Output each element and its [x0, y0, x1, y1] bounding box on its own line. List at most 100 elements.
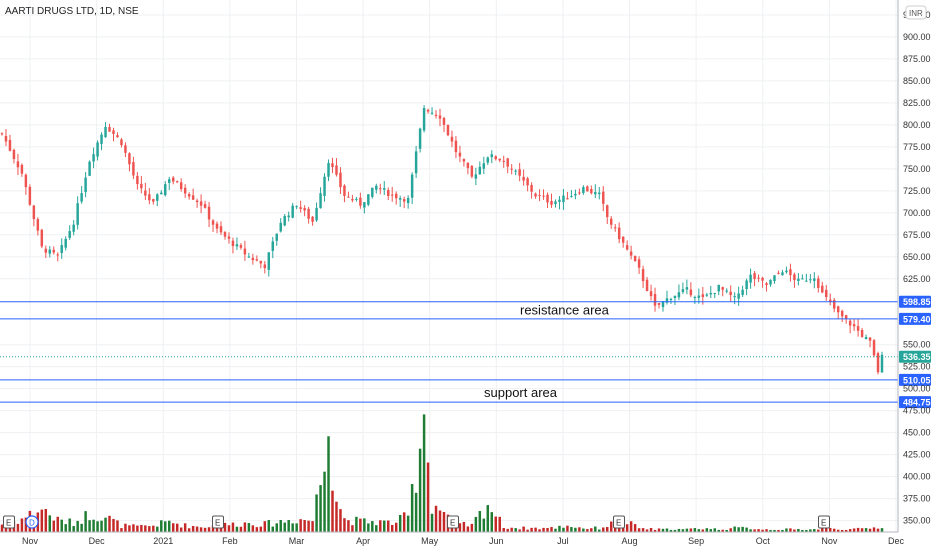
candle-body [24, 174, 28, 188]
candle-body [175, 181, 179, 183]
volume-bar [124, 523, 127, 532]
candle-body [637, 259, 641, 268]
candle-body [311, 216, 314, 222]
candle-body [518, 169, 521, 176]
volume-bar [836, 529, 840, 532]
candle-body [542, 195, 545, 197]
volume-bars [0, 414, 884, 532]
volume-bar [832, 528, 836, 532]
price-tick-label: 375.00 [903, 494, 931, 504]
candle-body [741, 289, 744, 295]
level-lines: 598.85 579.40 510.05 484.75 536.35 [0, 295, 931, 409]
candle-body [363, 202, 366, 208]
volume-bar [554, 528, 557, 532]
volume-bar [207, 527, 211, 532]
volume-bar [721, 529, 724, 532]
candle-body [661, 301, 665, 308]
candle-body [339, 172, 342, 188]
candle-body [805, 280, 808, 282]
candle-body [331, 163, 334, 168]
candle-body [12, 149, 16, 160]
volume-bar [223, 522, 227, 532]
volume-bar [665, 528, 669, 532]
level-label-text: 598.85 [903, 297, 931, 307]
candle-body [848, 320, 852, 326]
volume-bar [761, 529, 764, 532]
volume-bar [379, 520, 382, 532]
candle-body [709, 293, 713, 295]
volume-bar [160, 520, 163, 532]
candle-body [657, 303, 661, 305]
volume-bar [171, 523, 175, 532]
candle-body [28, 186, 32, 205]
volume-bar [307, 520, 310, 532]
volume-bar [681, 529, 685, 532]
volume-bar [231, 522, 235, 532]
candle-body [653, 294, 657, 306]
candle-body [64, 238, 67, 248]
candle-body [606, 205, 609, 218]
time-tick-label: Nov [22, 536, 39, 546]
time-tick-label: Mar [289, 536, 305, 546]
candle-body [446, 124, 450, 136]
earnings-icon-text: E [821, 519, 826, 528]
candle-body [789, 269, 792, 276]
candle-body [140, 183, 143, 189]
time-tick-label: Dec [888, 536, 905, 546]
volume-bar [789, 528, 792, 532]
candle-body [876, 353, 880, 373]
price-tick-label: 800.00 [903, 120, 931, 130]
volume-bar [383, 520, 386, 532]
candle-body [148, 194, 151, 201]
candle-body [546, 194, 549, 203]
earnings-icon [818, 515, 830, 529]
volume-bar [793, 529, 796, 532]
volume-bar [502, 528, 505, 532]
candle-body [394, 193, 398, 199]
volume-bar [458, 523, 462, 532]
volume-bar [880, 528, 884, 532]
price-tick-label: 850.00 [903, 76, 931, 86]
candle-body [494, 156, 497, 160]
candle-body [303, 208, 306, 211]
level-label-text: 579.40 [903, 314, 931, 324]
volume-bar [864, 528, 868, 532]
candle-body [32, 205, 36, 219]
candle-body [291, 205, 294, 218]
volume-bar [295, 523, 298, 532]
volume-bar [343, 518, 346, 532]
volume-bar [526, 529, 529, 532]
candle-body [844, 315, 848, 319]
candle-body [673, 295, 677, 298]
price-tick-label: 475.00 [903, 406, 931, 416]
volume-bar [203, 527, 207, 532]
candle-body [641, 269, 645, 282]
candle-body [327, 162, 330, 177]
candle-body [582, 187, 585, 193]
candle-body [737, 293, 740, 299]
price-tick-label: 750.00 [903, 164, 931, 174]
candle-body [207, 206, 211, 220]
volume-bar [227, 525, 231, 532]
candle-body [203, 204, 207, 208]
candle-body [160, 192, 163, 195]
candle-body [72, 224, 75, 232]
volume-bar [267, 520, 271, 532]
volume-bar [781, 529, 784, 532]
candle-body [562, 195, 565, 203]
candle-body [590, 189, 593, 194]
candlesticks [0, 105, 884, 375]
candle-body [4, 135, 8, 142]
volume-bar [773, 529, 776, 532]
price-tick-label: 900.00 [903, 32, 931, 42]
volume-bar [363, 518, 366, 532]
candle-body [574, 193, 577, 196]
candle-body [781, 272, 784, 276]
volume-bar [255, 527, 259, 532]
earnings-icon [447, 515, 459, 529]
volume-bar [852, 528, 856, 532]
candle-body [359, 197, 362, 206]
candle-body [108, 127, 111, 132]
candle-body [625, 245, 629, 250]
